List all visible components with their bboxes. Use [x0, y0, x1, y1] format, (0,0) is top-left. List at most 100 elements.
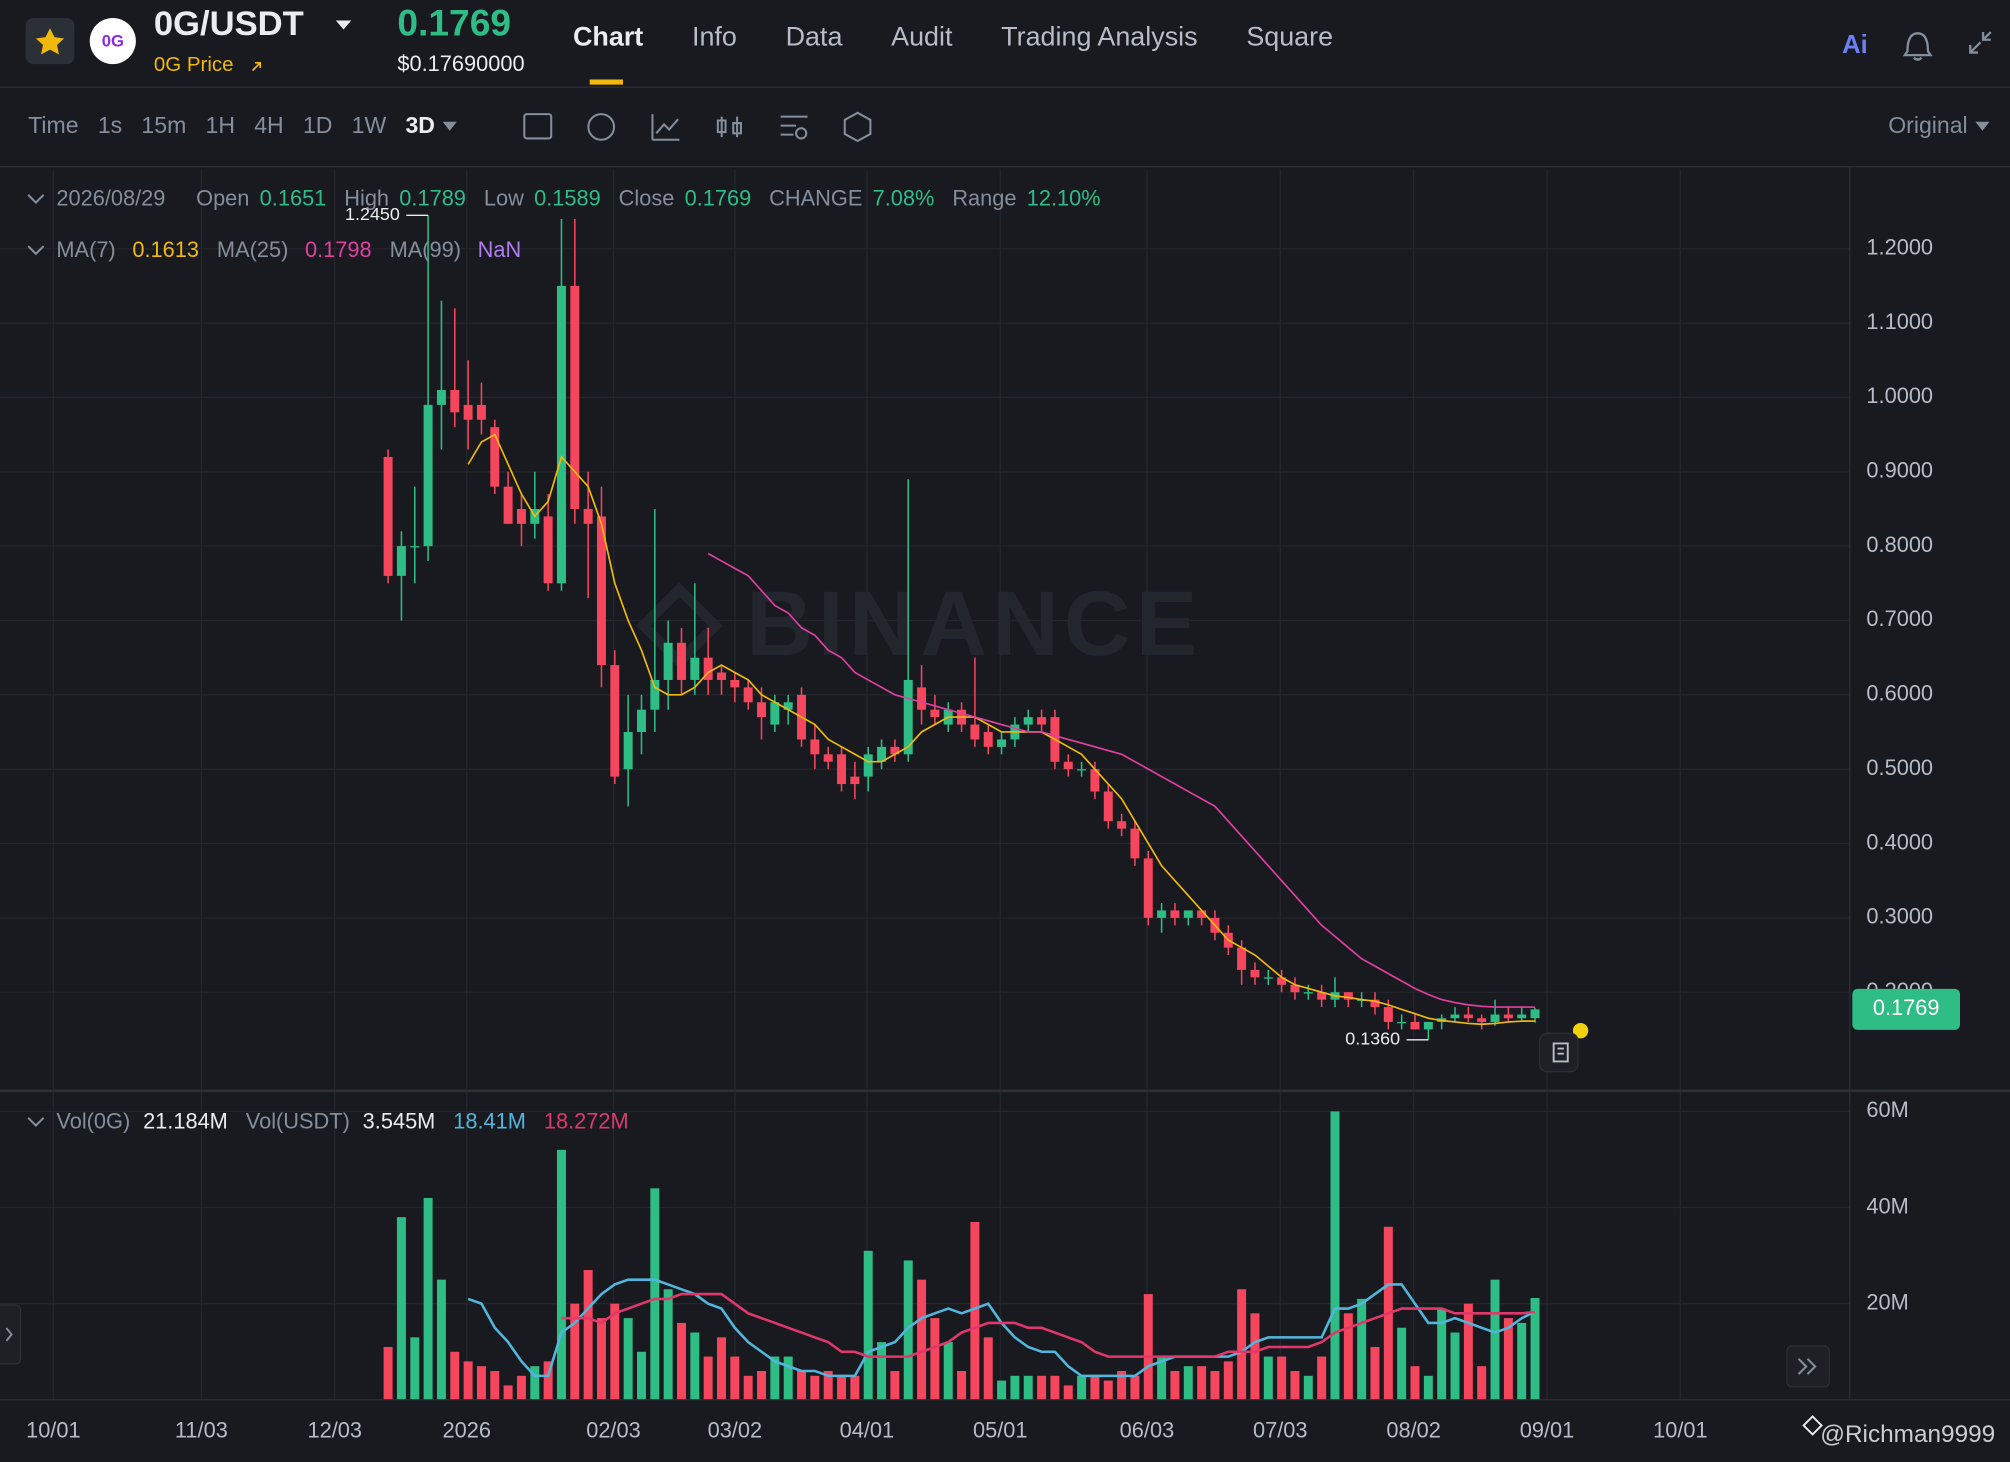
volume-bar [677, 1322, 686, 1400]
ai-button[interactable]: Ai [1842, 31, 1868, 59]
date-range-icon[interactable] [523, 113, 553, 140]
candle-body [850, 776, 860, 785]
tab[interactable]: Data [786, 22, 843, 52]
x-tick-label: 05/01 [973, 1418, 1028, 1443]
candle-body [743, 687, 753, 703]
interval-caret[interactable] [442, 121, 457, 131]
candle-body [1410, 1021, 1420, 1030]
legend-collapse-icons[interactable] [27, 194, 45, 1127]
tab[interactable]: Square [1246, 22, 1333, 52]
tab[interactable]: Trading Analysis [1001, 22, 1197, 52]
interval[interactable]: 4H [254, 112, 283, 138]
interval[interactable]: 3D [405, 112, 434, 138]
volume-bar [570, 1303, 580, 1400]
legend-label: MA(99) [390, 237, 461, 262]
link-arrow [251, 61, 262, 72]
legend-label: Close [619, 186, 675, 211]
candle-body [383, 456, 393, 576]
volume-bar [1423, 1375, 1433, 1400]
candle-body [1197, 910, 1207, 918]
volume-bar [1277, 1356, 1287, 1400]
interval[interactable]: 1H [206, 112, 235, 138]
settings-icon[interactable] [780, 115, 808, 136]
legend-value: 0.1789 [399, 186, 466, 211]
candle-body [677, 642, 686, 680]
candle-body [636, 709, 646, 733]
candle-body [463, 404, 473, 420]
add-indicator-icon[interactable] [587, 113, 616, 141]
volume-bar [490, 1370, 500, 1400]
candle-body [1103, 791, 1113, 822]
candle-body [396, 546, 406, 576]
legend-value: 0.1589 [534, 186, 601, 211]
bell-icon[interactable] [1902, 32, 1933, 61]
alert-dot[interactable] [1572, 1022, 1589, 1039]
x-tick-label: 06/03 [1120, 1418, 1175, 1443]
tab[interactable]: Audit [891, 22, 953, 52]
volume-bar [596, 1318, 606, 1400]
candle-body [770, 702, 780, 725]
volume-bar [743, 1375, 753, 1400]
candle-body [1170, 910, 1180, 918]
volume-bar [1503, 1318, 1513, 1400]
indicators-icon[interactable] [651, 114, 680, 141]
y-tick-label: 0.6000 [1866, 681, 1933, 706]
interval-bar: Time 1s 15m 1H 4H 1D 1W 3D [28, 112, 457, 138]
candle-body [436, 390, 446, 405]
coin-price-link[interactable]: 0G Price [154, 53, 234, 76]
candle-body [837, 754, 847, 785]
candle-body [917, 687, 927, 710]
candle-body [1370, 999, 1380, 1008]
chart-area: 10/01 11/03 12/03 2026 02/03 03/02 04/01 05/01 0… [0, 169, 1961, 1443]
volume-bar [930, 1318, 940, 1400]
volume-bar [636, 1351, 646, 1400]
candle-body [983, 732, 993, 747]
collapse-icon[interactable] [1969, 31, 1992, 54]
volume-bar [1397, 1327, 1407, 1400]
volume-bar [1130, 1375, 1140, 1400]
legend-value: 18.41M [453, 1109, 526, 1134]
symbol[interactable]: 0G/USDT [154, 5, 304, 43]
candle-body [1477, 1018, 1487, 1022]
volume-bar [1010, 1375, 1020, 1400]
candle-body [730, 679, 740, 688]
interval[interactable]: Time [28, 112, 78, 138]
symbol-caret[interactable] [335, 20, 352, 30]
volume-bar [770, 1356, 780, 1400]
news-button[interactable] [1538, 1032, 1579, 1073]
line [707, 552, 1536, 1009]
volume-bar [583, 1270, 593, 1400]
volume-bar [917, 1279, 927, 1400]
interval[interactable]: 1W [352, 112, 387, 138]
y-tick-label: 1.0000 [1866, 383, 1933, 408]
y-tick-label: 1.1000 [1866, 309, 1933, 334]
legend-label: CHANGE [769, 186, 862, 211]
template-icon[interactable] [843, 111, 872, 143]
side-panel-toggle[interactable] [0, 1304, 22, 1365]
volume-bar [863, 1250, 873, 1400]
volume-bar [1077, 1375, 1087, 1400]
candle-body [1090, 769, 1100, 792]
tab[interactable]: Info [692, 22, 737, 52]
volume-bar [1197, 1366, 1207, 1400]
volume-bar [797, 1370, 807, 1400]
x-tick-label: 10/01 [26, 1418, 81, 1443]
candle-body [1117, 821, 1127, 829]
chart-type-icon[interactable] [716, 116, 742, 138]
candle-body [757, 702, 766, 718]
volume-bar [436, 1279, 446, 1400]
tab[interactable]: Chart [573, 22, 643, 52]
volume-bar [503, 1385, 513, 1400]
price-mode[interactable]: Original [1888, 112, 1967, 138]
volume-bar [1330, 1111, 1340, 1400]
interval[interactable]: 1D [303, 112, 332, 138]
candle-body [663, 642, 673, 680]
scroll-to-latest[interactable] [1786, 1345, 1830, 1388]
price-mode-caret[interactable] [1975, 121, 1990, 131]
brand-watermark: BINANCE [746, 571, 1202, 675]
interval[interactable]: 1s [98, 112, 122, 138]
volume-bar [983, 1337, 993, 1400]
volume-bar [783, 1356, 793, 1400]
interval[interactable]: 15m [141, 112, 186, 138]
